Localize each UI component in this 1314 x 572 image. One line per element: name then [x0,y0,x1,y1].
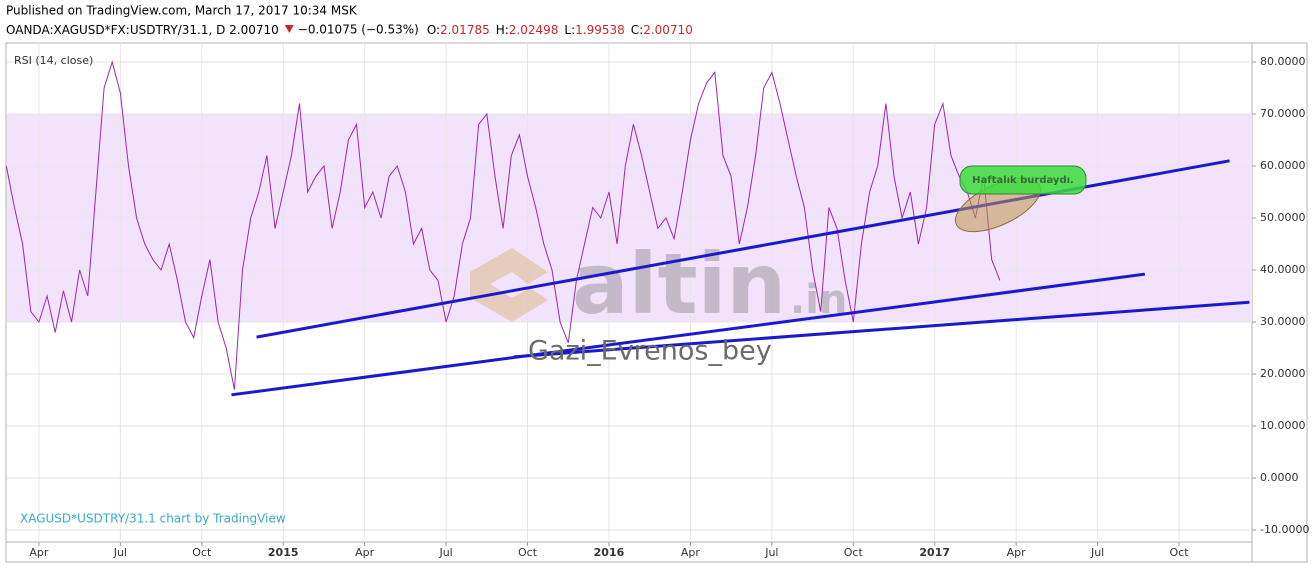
published: Published on TradingView.com, March 17, … [6,4,358,18]
ohlc-value: 2.02498 [509,23,559,37]
rsi-line [5,60,1001,390]
y-tick-label: 70.0000 [1260,107,1306,120]
x-tick-label: Oct [1170,546,1190,559]
x-tick-label: 2016 [594,546,625,559]
ohlc: C:2.00710 [631,23,693,37]
ohlc: O:2.01785 [427,23,490,37]
y-tick-label: 30.0000 [1260,315,1306,328]
change: −0.01075 (−0.53%) [298,23,419,37]
last-price: 2.00710 [229,23,279,37]
symbol: OANDA:XAGUSD*FX:USDTRY/31.1, D [6,23,225,37]
down-arrow [284,25,294,33]
watermark-logo [470,248,548,322]
frame [5,42,1308,563]
ohlc: H:2.02498 [496,23,559,37]
y-tick-label: 80.0000 [1260,55,1306,68]
x-tick-label: Apr [355,546,375,559]
ohlc-label: O: [427,23,440,37]
x-tick-label: Jul [1090,546,1104,559]
x-tick-label: Apr [29,546,49,559]
annotation-box [959,165,1087,195]
x-tick-label: Jul [438,546,452,559]
y-tick-label: -10.0000 [1260,523,1309,536]
ohlc-label: H: [496,23,509,37]
ohlc-label: L: [564,23,575,37]
attribution: XAGUSD*USDTRY/31.1 chart by TradingView [20,512,286,526]
author: Gazi_Evrenos_bey [528,336,772,367]
x-tick-label: 2017 [919,546,950,559]
x-tick-label: Jul [113,546,127,559]
x-tick-label: Oct [518,546,538,559]
y-tick-label: 20.0000 [1260,367,1306,380]
trend-line [513,300,1250,359]
ohlc-value: 2.00710 [643,23,693,37]
ohlc-value: 2.01785 [440,23,490,37]
y-tick-label: 50.0000 [1260,211,1306,224]
trend-line [231,272,1146,397]
y-tick-label: 0.0000 [1260,471,1299,484]
x-tick-label: Jul [764,546,778,559]
quote-line: OANDA:XAGUSD*FX:USDTRY/31.1, D 2.00710 [6,23,279,37]
ohlc-value: 1.99538 [575,23,625,37]
x-tick-label: Apr [1007,546,1027,559]
ohlc-label: C: [631,23,643,37]
ohlc: L:1.99538 [564,23,624,37]
y-tick-label: 40.0000 [1260,263,1306,276]
x-tick-label: Apr [681,546,701,559]
indicator-label: RSI (14, close) [14,54,93,67]
watermark: altin [572,235,786,333]
x-tick-label: 2015 [268,546,299,559]
annotation: Haftalık burdaydı. [972,175,1074,186]
x-tick-label: Oct [844,546,864,559]
y-tick-label: 10.0000 [1260,419,1306,432]
y-tick-label: 60.0000 [1260,159,1306,172]
x-tick-label: Oct [192,546,212,559]
